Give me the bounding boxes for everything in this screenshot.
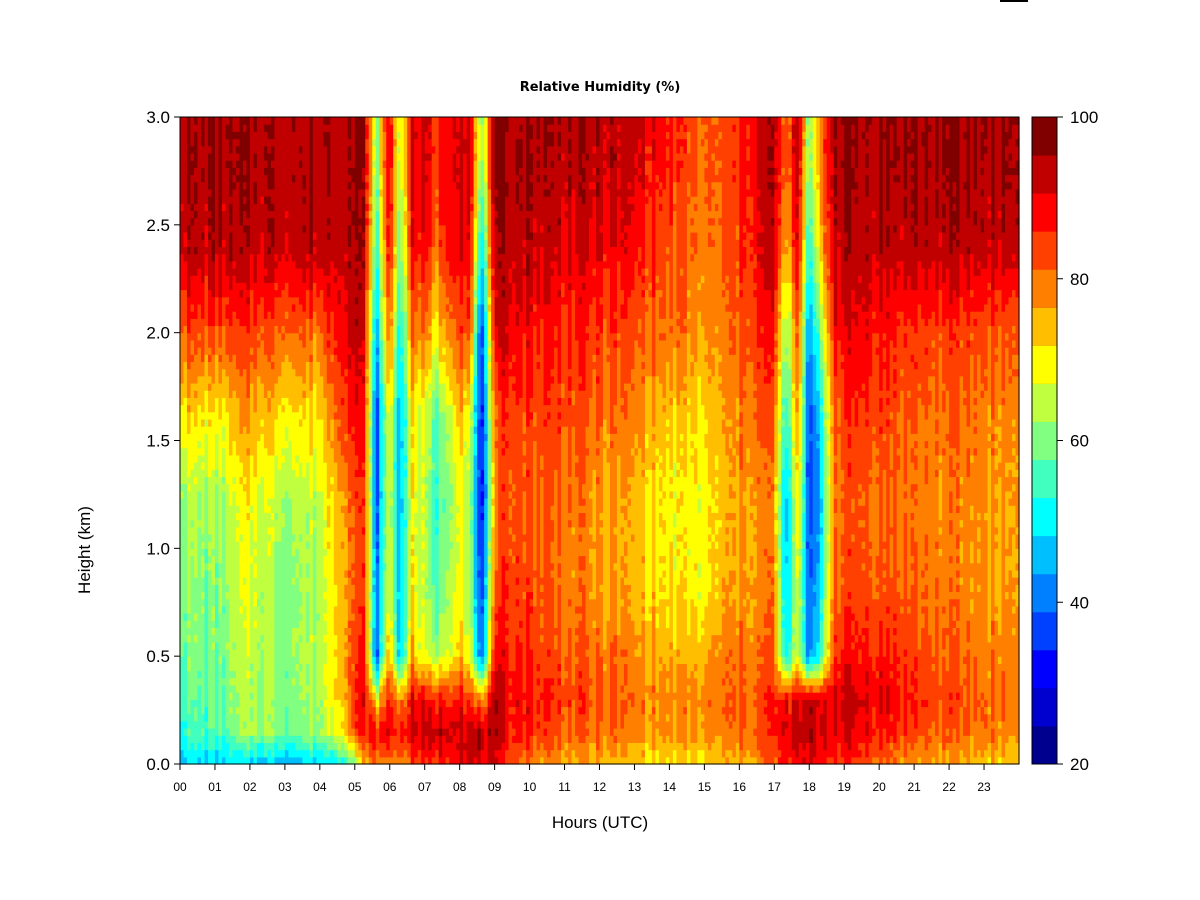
y-axis-label: Height (km) (75, 435, 95, 665)
x-tick-label: 05 (348, 780, 362, 794)
x-tick-label: 00 (173, 780, 187, 794)
colorbar-tick-label: 100 (1070, 108, 1098, 127)
x-tick-label: 15 (698, 780, 712, 794)
colorbar-swatch (1032, 535, 1057, 575)
colorbar-swatch (1032, 459, 1057, 499)
colorbar-swatch (1032, 497, 1057, 537)
x-tick-label: 06 (383, 780, 397, 794)
x-tick-label: 18 (803, 780, 817, 794)
x-tick-label: 17 (768, 780, 782, 794)
colorbar-swatch (1032, 307, 1057, 346)
colorbar-swatch (1032, 649, 1057, 689)
colorbar-tick-label: 40 (1070, 593, 1089, 612)
y-tick-label: 0.0 (146, 755, 170, 774)
x-axis-label: Hours (UTC) (0, 813, 1200, 833)
colorbar-swatch (1032, 231, 1057, 270)
colorbar-swatch (1032, 345, 1057, 384)
x-tick-label: 19 (838, 780, 852, 794)
colorbar-swatch (1032, 269, 1057, 308)
x-tick-label: 08 (453, 780, 467, 794)
colorbar-swatch (1032, 421, 1057, 461)
colorbar-tick-label: 60 (1070, 432, 1089, 451)
x-tick-label: 12 (593, 780, 607, 794)
chart-title: Relative Humidity (%) (0, 80, 1200, 95)
y-tick-label: 0.5 (146, 647, 170, 666)
y-tick-label: 1.0 (146, 539, 170, 558)
x-tick-label: 22 (942, 780, 956, 794)
colorbar-swatch (1032, 573, 1057, 613)
colorbar-tick-label: 80 (1070, 270, 1089, 289)
colorbar-swatch (1032, 611, 1057, 651)
colorbar-swatch (1032, 383, 1057, 422)
x-tick-label: 10 (523, 780, 537, 794)
x-tick-label: 02 (243, 780, 257, 794)
x-tick-label: 14 (663, 780, 677, 794)
x-tick-label: 03 (278, 780, 292, 794)
y-tick-label: 3.0 (146, 108, 170, 127)
x-tick-label: 13 (628, 780, 642, 794)
corner-mark (1000, 0, 1028, 2)
colorbar-swatch (1032, 687, 1057, 727)
x-tick-label: 20 (872, 780, 886, 794)
x-tick-label: 07 (418, 780, 432, 794)
colorbar-swatch (1032, 193, 1057, 232)
colorbar-tick-label: 20 (1070, 755, 1089, 774)
heatmap-field (180, 117, 1020, 765)
colorbar: 20 40 60 80 100 (1031, 108, 1098, 774)
x-tick-label: 16 (733, 780, 747, 794)
x-tick-label: 09 (488, 780, 502, 794)
x-tick-label: 21 (907, 780, 921, 794)
x-tick-label: 11 (558, 780, 571, 794)
x-tick-label: 01 (208, 780, 222, 794)
x-tick-label: 23 (977, 780, 991, 794)
y-tick-label: 2.5 (146, 216, 170, 235)
colorbar-swatch (1032, 725, 1057, 765)
y-tick-label: 2.0 (146, 324, 170, 343)
y-tick-label: 1.5 (146, 432, 170, 451)
colorbar-swatch (1032, 155, 1057, 194)
x-tick-label: 04 (313, 780, 327, 794)
colorbar-swatch (1032, 117, 1057, 156)
